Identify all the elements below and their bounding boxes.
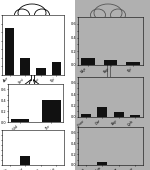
Bar	[42, 100, 60, 122]
Bar	[97, 162, 107, 165]
Bar	[52, 62, 61, 75]
Bar	[114, 112, 124, 117]
Bar	[20, 58, 30, 75]
Bar	[5, 28, 14, 75]
FancyBboxPatch shape	[0, 0, 75, 170]
Bar	[126, 62, 140, 65]
Bar	[11, 119, 29, 122]
Bar	[20, 156, 30, 165]
Bar	[81, 58, 95, 65]
Bar	[81, 114, 91, 117]
FancyBboxPatch shape	[75, 0, 150, 170]
Bar	[104, 59, 117, 65]
Bar	[97, 107, 107, 117]
Bar	[36, 68, 46, 75]
Bar	[130, 115, 140, 117]
